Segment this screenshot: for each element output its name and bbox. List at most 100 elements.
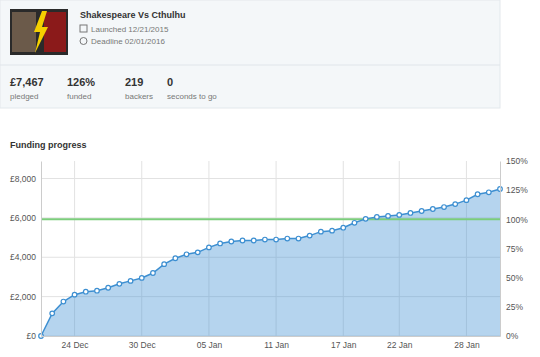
tick-label: 0% [506,331,519,341]
chart-title: Funding progress [10,140,87,150]
plot-area [39,187,503,339]
tick: 150% [500,156,528,166]
tick-label: £8,000 [10,174,36,184]
tick-label: 125% [506,185,528,195]
marker [195,250,200,255]
tick-label: 30 Dec [129,340,157,350]
tick-label: 150% [506,156,528,166]
tick-label: £6,000 [10,213,36,223]
marker [464,198,469,203]
stat-label: pledged [10,92,38,101]
tick: £8,000 [10,174,41,184]
thumbnail-bg [10,9,68,55]
tick-label: 28 Jan [454,340,480,350]
tick-label: 17 Jan [331,340,357,350]
tick: 22 Jan [387,336,413,350]
tick-label: 75% [506,244,523,254]
tick-label: 05 Jan [197,340,223,350]
tick: £2,000 [10,292,41,302]
marker [296,236,301,241]
marker [285,236,290,241]
marker [251,238,256,243]
stat-value: 0 [167,76,173,88]
y-axis: £0 £2,000 £4,000 £6,000 £8,000 [10,162,42,342]
y2-axis: 0%25%50%75%100%125%150% [500,156,528,341]
stat-value: 126% [67,76,95,88]
marker [487,190,492,195]
marker [106,285,111,290]
marker [184,252,189,257]
marker [375,215,380,220]
tick: 17 Jan [331,336,357,350]
marker [307,233,312,238]
marker [274,237,279,242]
thumbnail [10,9,68,55]
tick-label: £2,000 [10,292,36,302]
marker [386,214,391,219]
tick: 0% [500,331,519,341]
stat-value: £7,467 [10,76,44,88]
header: Shakespeare Vs Cthulhu Launched 12/21/201… [0,0,500,108]
tick-label: £4,000 [10,252,36,262]
marker [330,228,335,233]
area [41,189,500,336]
line [41,189,500,336]
x-axis: 24 Dec 30 Dec 05 Jan 11 Jan 17 Jan 22 Jan 28 J… [42,336,501,350]
tick-label: 50% [506,273,523,283]
tick: 24 Dec [62,336,90,350]
marker [341,225,346,230]
marker [475,192,480,197]
marker [240,238,245,243]
tick: 125% [500,185,528,195]
marker [173,256,178,261]
tick: 25% [500,302,523,312]
tick: £0 [27,331,41,341]
grid [41,161,500,336]
tick-label: £0 [27,331,37,341]
calendar-icon [80,25,87,32]
project-title: Shakespeare Vs Cthulhu [80,10,186,20]
grid-line-y [41,178,500,179]
marker [95,288,100,293]
marker [363,217,368,222]
marker [139,276,144,281]
marker [397,213,402,218]
marker [229,239,234,244]
launched-date: Launched 12/21/2015 [91,25,169,34]
tick-label: 11 Jan [264,340,289,350]
goal-line [41,218,500,220]
tick: 30 Dec [129,336,157,350]
tick: 50% [500,273,523,283]
thumbnail-right [44,12,66,52]
marker [442,205,447,210]
marker [207,245,212,250]
header-divider [0,65,500,66]
stat-label: backers [125,92,153,101]
tick-label: 22 Jan [387,340,413,350]
marker [61,299,66,304]
tick: 28 Jan [454,336,480,350]
marker [431,207,436,212]
stat-value: 219 [125,76,143,88]
marker [128,279,133,284]
marker [50,311,55,316]
marker [151,271,156,276]
axis-line [41,162,42,337]
tick: £4,000 [10,252,41,262]
stat-label: seconds to go [167,92,217,101]
marker [218,241,223,246]
axis-line [42,336,501,337]
marker [263,237,268,242]
deadline-date: Deadline 02/01/2016 [91,37,165,46]
marker [72,292,77,297]
marker [83,289,88,294]
marker [162,262,167,267]
marker [319,229,324,234]
thumbnail-portrait [12,12,36,52]
tick-label: 24 Dec [62,340,90,350]
tick: £6,000 [10,213,41,223]
marker [117,282,122,287]
marker [419,209,424,214]
axis-line [500,162,501,337]
header-background [0,0,500,108]
